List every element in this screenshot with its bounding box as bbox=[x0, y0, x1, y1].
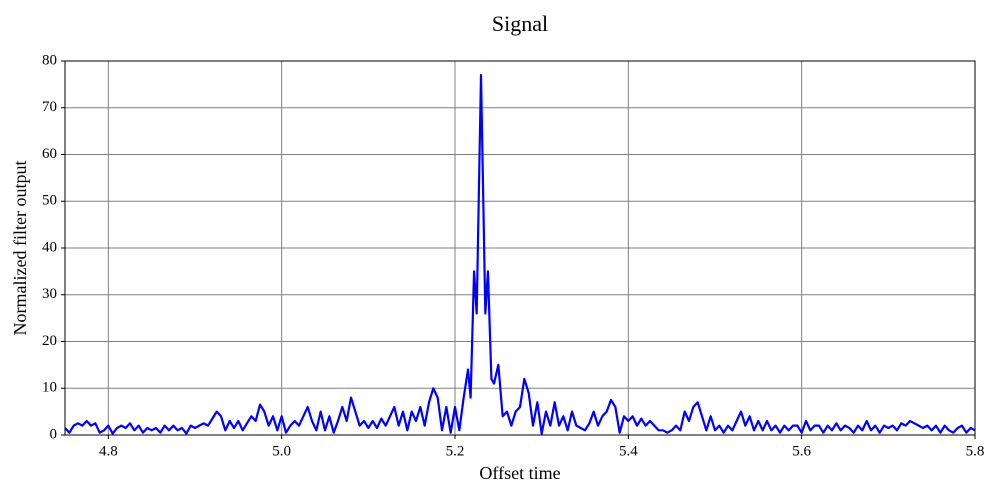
y-tick-label: 10 bbox=[42, 380, 57, 396]
y-tick-label: 60 bbox=[42, 146, 57, 162]
grid bbox=[65, 60, 976, 436]
y-tick-label: 30 bbox=[42, 286, 57, 302]
plot-area bbox=[65, 73, 975, 435]
y-tick-label: 50 bbox=[42, 193, 57, 209]
x-tick-label: 5.8 bbox=[966, 443, 985, 459]
x-tick-label: 5.6 bbox=[792, 443, 811, 459]
x-tick-label: 4.8 bbox=[99, 443, 118, 459]
y-tick-label: 80 bbox=[42, 52, 57, 68]
x-tick-label: 5.2 bbox=[446, 443, 465, 459]
x-tick-label: 5.0 bbox=[272, 443, 291, 459]
x-axis-label: Offset time bbox=[479, 463, 560, 483]
y-tick-label: 40 bbox=[42, 239, 57, 255]
y-tick-label: 0 bbox=[50, 426, 58, 442]
signal-line bbox=[65, 73, 975, 435]
y-tick-label: 70 bbox=[42, 99, 57, 115]
y-axis-label: Normalized filter output bbox=[10, 161, 30, 336]
chart-title: Signal bbox=[492, 11, 548, 36]
y-tick-label: 20 bbox=[42, 333, 57, 349]
x-tick-label: 5.4 bbox=[619, 443, 638, 459]
